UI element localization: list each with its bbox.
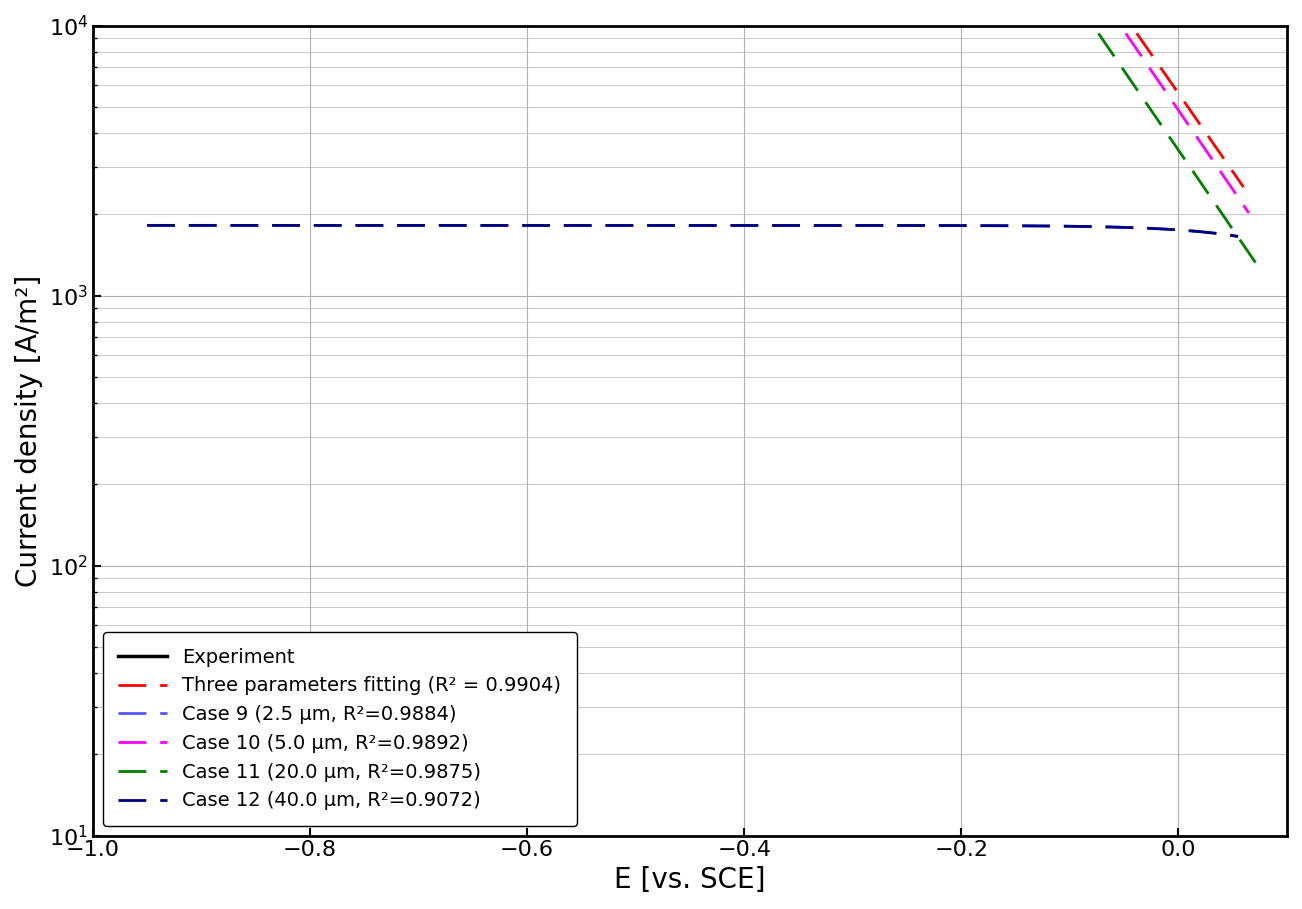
Case 12 (40.0 μm, R²=0.9072)	[1230, 231, 1246, 242]
X-axis label: E [vs. SCE]: E [vs. SCE]	[615, 866, 766, 894]
Case 9 (2.5 μm, R²=0.9884)	[1213, 228, 1229, 239]
Line: Case 11 (20.0 μm, R²=0.9875): Case 11 (20.0 μm, R²=0.9875)	[147, 0, 1260, 269]
Y-axis label: Current density [A/m²]: Current density [A/m²]	[16, 275, 43, 586]
Case 9 (2.5 μm, R²=0.9884)	[665, 220, 681, 231]
Case 12 (40.0 μm, R²=0.9072)	[540, 220, 556, 231]
Three parameters fitting (R² = 0.9904)	[1215, 151, 1230, 162]
Case 12 (40.0 μm, R²=0.9072)	[490, 220, 505, 231]
Line: Case 12 (40.0 μm, R²=0.9072): Case 12 (40.0 μm, R²=0.9072)	[147, 225, 1238, 236]
Case 11 (20.0 μm, R²=0.9875)	[1253, 264, 1268, 275]
Legend: Experiment, Three parameters fitting (R² = 0.9904), Case 9 (2.5 μm, R²=0.9884), : Experiment, Three parameters fitting (R²…	[103, 632, 577, 826]
Line: Case 9 (2.5 μm, R²=0.9884): Case 9 (2.5 μm, R²=0.9884)	[147, 225, 1238, 236]
Case 12 (40.0 μm, R²=0.9072)	[665, 220, 681, 231]
Three parameters fitting (R² = 0.9904)	[1236, 182, 1251, 193]
Case 9 (2.5 μm, R²=0.9884)	[999, 220, 1014, 231]
Case 11 (20.0 μm, R²=0.9875)	[1234, 238, 1250, 249]
Case 9 (2.5 μm, R²=0.9884)	[540, 220, 556, 231]
Case 9 (2.5 μm, R²=0.9884)	[1230, 231, 1246, 242]
Case 10 (5.0 μm, R²=0.9892)	[1241, 207, 1256, 218]
Case 9 (2.5 μm, R²=0.9884)	[139, 220, 155, 231]
Line: Case 10 (5.0 μm, R²=0.9892): Case 10 (5.0 μm, R²=0.9892)	[147, 0, 1249, 213]
Case 12 (40.0 μm, R²=0.9072)	[999, 220, 1014, 231]
Line: Three parameters fitting (R² = 0.9904): Three parameters fitting (R² = 0.9904)	[147, 0, 1243, 187]
Case 9 (2.5 μm, R²=0.9884)	[849, 220, 865, 231]
Case 10 (5.0 μm, R²=0.9892)	[1224, 183, 1240, 194]
Case 12 (40.0 μm, R²=0.9072)	[849, 220, 865, 231]
Case 12 (40.0 μm, R²=0.9072)	[1213, 228, 1229, 239]
Case 12 (40.0 μm, R²=0.9072)	[139, 220, 155, 231]
Case 9 (2.5 μm, R²=0.9884)	[490, 220, 505, 231]
